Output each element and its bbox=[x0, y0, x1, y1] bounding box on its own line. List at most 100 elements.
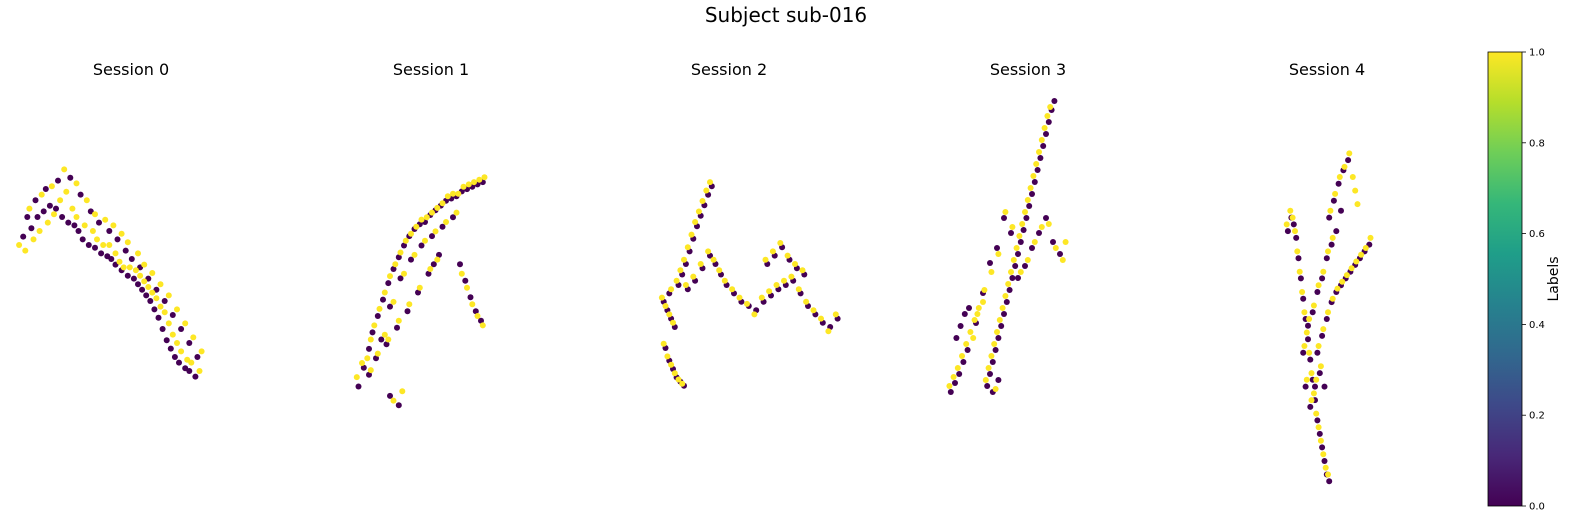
scatter-point-label-0 bbox=[429, 233, 435, 240]
scatter-point-label-1 bbox=[716, 267, 723, 274]
scatter-point-label-1 bbox=[799, 267, 806, 274]
scatter-point-label-0 bbox=[467, 294, 474, 301]
scatter-point-label-0 bbox=[1034, 167, 1041, 173]
scatter-point-label-0 bbox=[436, 251, 442, 258]
scatter-point-label-0 bbox=[1040, 143, 1047, 149]
colorbar-ticks: 0.0 0.2 0.4 0.6 0.8 1.0 bbox=[1522, 48, 1545, 513]
scatter-point-label-0 bbox=[135, 281, 141, 288]
scatter-point-label-1 bbox=[157, 303, 164, 310]
scatter-point-label-0 bbox=[397, 275, 404, 282]
scatter-point-label-1 bbox=[1325, 471, 1331, 478]
scatter-point-label-1 bbox=[38, 191, 45, 198]
scatter-point-label-1 bbox=[450, 190, 456, 197]
scatter-point-label-1 bbox=[803, 298, 810, 305]
scatter-point-label-1 bbox=[174, 340, 180, 346]
scatter-point-label-0 bbox=[1335, 180, 1342, 187]
scatter-point-label-0 bbox=[1323, 316, 1330, 322]
scatter-point-label-1 bbox=[1019, 221, 1026, 227]
scatter-point-label-1 bbox=[422, 237, 428, 244]
scatter-point-label-1 bbox=[434, 256, 441, 263]
scatter-point-label-1 bbox=[677, 267, 684, 274]
scatter-point-label-1 bbox=[1303, 329, 1310, 336]
scatter-point-label-1 bbox=[769, 248, 776, 255]
scatter-point-label-1 bbox=[1354, 201, 1361, 208]
scatter-point-label-1 bbox=[427, 266, 434, 272]
scatter-point-label-1 bbox=[1313, 410, 1320, 417]
scatter-point-label-1 bbox=[198, 348, 205, 355]
scatter-point-label-1 bbox=[995, 251, 1002, 257]
scatter-point-label-1 bbox=[1005, 281, 1012, 287]
scatter-point-label-1 bbox=[374, 350, 381, 357]
scatter-point-label-0 bbox=[947, 389, 954, 395]
scatter-point-label-1 bbox=[980, 299, 986, 305]
scatter-point-label-1 bbox=[1327, 207, 1334, 214]
scatter-point-label-0 bbox=[151, 306, 158, 313]
scatter-point-label-1 bbox=[102, 216, 109, 223]
scatter-point-label-0 bbox=[1043, 131, 1049, 137]
scatter-point-label-0 bbox=[378, 336, 385, 343]
colorbar-tick-label: 0.4 bbox=[1529, 320, 1545, 331]
scatter-point-label-1 bbox=[974, 311, 981, 317]
scatter-point-label-1 bbox=[165, 320, 172, 327]
scatter-point-label-1 bbox=[16, 242, 23, 248]
scatter-point-label-0 bbox=[1284, 228, 1291, 235]
scatter-point-label-1 bbox=[1336, 174, 1343, 180]
scatter-point-label-1 bbox=[675, 376, 682, 383]
scatter-point-label-1 bbox=[988, 353, 995, 359]
scatter-point-label-0 bbox=[186, 340, 193, 346]
scatter-point-label-1 bbox=[825, 328, 832, 335]
scatter-point-label-0 bbox=[67, 174, 74, 181]
colorbar-tick-label: 1.0 bbox=[1529, 48, 1545, 59]
scatter-point-label-0 bbox=[966, 305, 972, 311]
scatter-point-label-0 bbox=[53, 205, 59, 212]
scatter-point-label-1 bbox=[1367, 234, 1374, 241]
scatter-point-label-1 bbox=[684, 244, 691, 251]
scatter-point-label-0 bbox=[106, 228, 113, 234]
scatter-point-label-1 bbox=[1343, 272, 1350, 279]
scatter-point-label-1 bbox=[744, 300, 750, 307]
scatter-point-label-1 bbox=[1306, 349, 1313, 356]
scatter-point-label-1 bbox=[1329, 234, 1336, 241]
scatter-point-label-1 bbox=[392, 261, 399, 268]
scatter-point-label-0 bbox=[167, 345, 174, 352]
scatter-point-label-0 bbox=[1314, 417, 1321, 424]
scatter-point-label-1 bbox=[458, 270, 465, 277]
scatter-point-label-1 bbox=[371, 322, 378, 329]
scatter-point-label-1 bbox=[1308, 370, 1315, 377]
scatter-point-label-0 bbox=[176, 359, 182, 366]
scatter-point-label-1 bbox=[662, 303, 669, 309]
scatter-point-label-1 bbox=[120, 264, 127, 271]
scatter-point-label-1 bbox=[135, 250, 141, 257]
scatter-point-label-0 bbox=[374, 313, 381, 319]
scatter-point-label-0 bbox=[1345, 157, 1352, 164]
scatter-point-label-0 bbox=[1023, 215, 1030, 221]
scatter-point-label-1 bbox=[1329, 295, 1336, 302]
panel-title: Session 0 bbox=[93, 60, 169, 79]
scatter-point-label-1 bbox=[729, 286, 736, 293]
colorbar: 0.0 0.2 0.4 0.6 0.8 1.0 Labels bbox=[1487, 48, 1562, 513]
scatter-point-label-1 bbox=[112, 250, 119, 257]
scatter-point-label-1 bbox=[954, 365, 961, 371]
scatter-point-label-1 bbox=[455, 190, 462, 197]
scatter-point-label-0 bbox=[1029, 245, 1035, 251]
scatter-point-label-1 bbox=[1045, 221, 1052, 227]
scatter-point-label-1 bbox=[788, 273, 795, 280]
scatter-point-label-0 bbox=[114, 236, 121, 243]
scatter-point-label-1 bbox=[481, 174, 488, 181]
scatter-point-label-0 bbox=[20, 233, 27, 240]
scatter-point-label-1 bbox=[116, 258, 123, 265]
scatter-point-label-0 bbox=[1057, 251, 1063, 257]
scatter-point-label-1 bbox=[751, 311, 758, 318]
scatter-point-label-0 bbox=[418, 242, 425, 249]
scatter-point-label-0 bbox=[1314, 289, 1321, 295]
scatter-point-label-1 bbox=[1315, 424, 1322, 431]
scatter-point-label-0 bbox=[1001, 215, 1007, 221]
scatter-point-label-0 bbox=[155, 314, 162, 321]
scatter-point-label-1 bbox=[413, 223, 420, 230]
scatter-point-label-0 bbox=[1316, 430, 1323, 437]
scatter-point-label-1 bbox=[1339, 278, 1346, 285]
scatter-point-label-1 bbox=[418, 216, 425, 223]
scatter-point-label-1 bbox=[1002, 209, 1009, 215]
scatter-point-label-1 bbox=[1059, 257, 1066, 263]
scatter-point-label-1 bbox=[1332, 190, 1339, 197]
